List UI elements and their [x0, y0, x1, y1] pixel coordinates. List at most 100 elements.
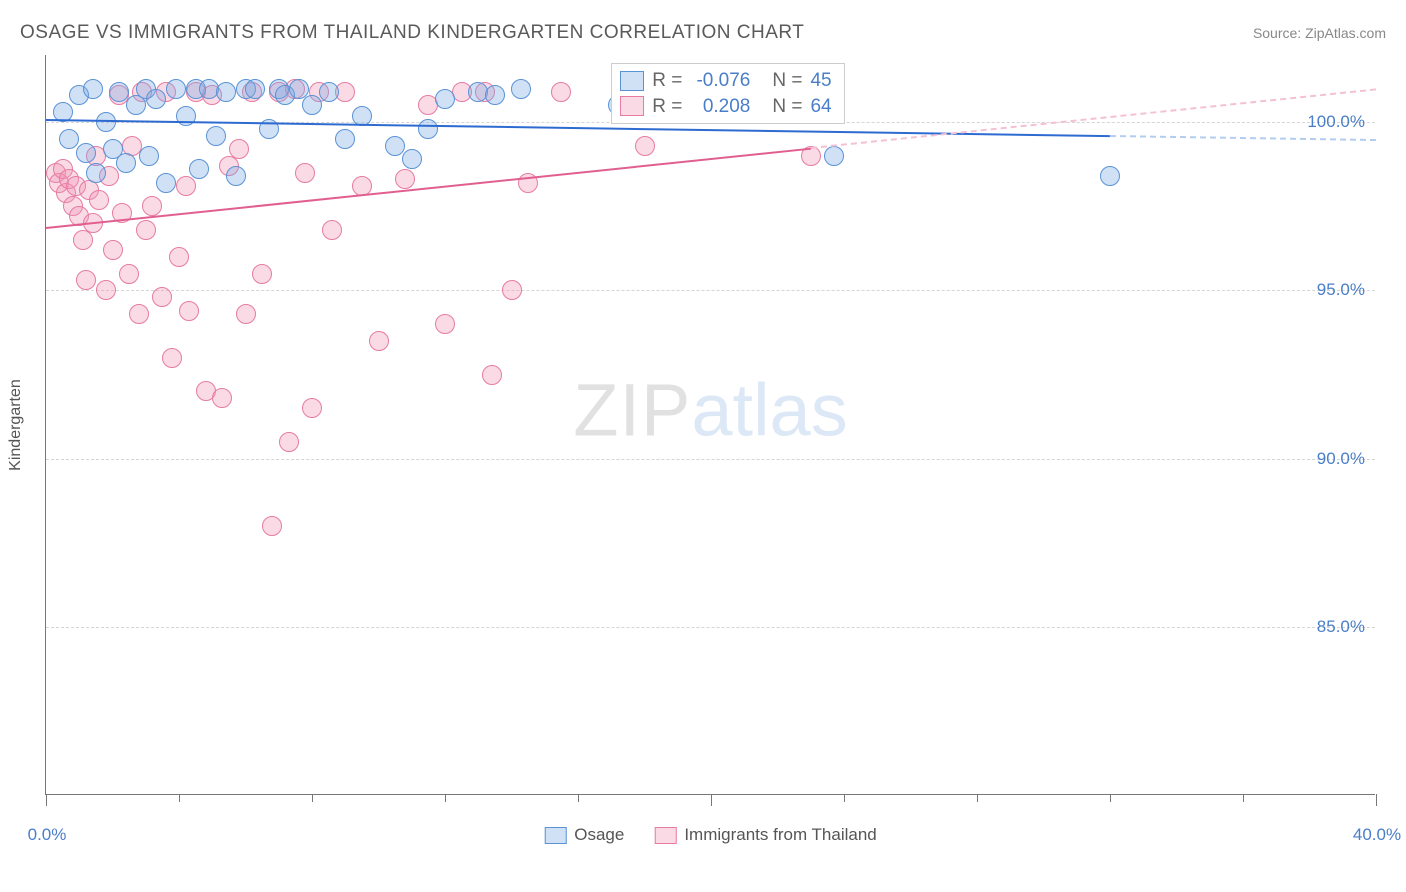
y-axis-title: Kindergarten	[7, 379, 25, 471]
legend-r-label: R =	[652, 68, 682, 94]
data-point-thailand	[152, 287, 172, 307]
legend-stats: R = -0.076 N = 45R = 0.208N = 64	[611, 63, 844, 124]
data-point-osage	[156, 173, 176, 193]
x-tick	[1376, 794, 1377, 806]
legend-series: Osage Immigrants from Thailand	[544, 825, 877, 845]
gridline-h	[46, 627, 1375, 628]
data-point-thailand	[236, 304, 256, 324]
data-point-osage	[166, 79, 186, 99]
legend-series-label: Immigrants from Thailand	[684, 825, 876, 845]
x-tick	[179, 794, 180, 802]
x-tick	[1110, 794, 1111, 802]
watermark: ZIPatlas	[573, 367, 847, 452]
data-point-osage	[76, 143, 96, 163]
data-point-osage	[189, 159, 209, 179]
data-point-thailand	[119, 264, 139, 284]
data-point-osage	[96, 112, 116, 132]
data-point-osage	[418, 119, 438, 139]
data-point-thailand	[76, 270, 96, 290]
legend-n-value: 45	[810, 68, 831, 94]
data-point-osage	[146, 89, 166, 109]
y-tick-label: 90.0%	[1317, 449, 1365, 469]
data-point-thailand	[435, 314, 455, 334]
data-point-thailand	[635, 136, 655, 156]
data-point-osage	[216, 82, 236, 102]
data-point-thailand	[129, 304, 149, 324]
data-point-thailand	[103, 240, 123, 260]
data-point-thailand	[142, 196, 162, 216]
data-point-osage	[335, 129, 355, 149]
data-point-thailand	[96, 280, 116, 300]
y-tick-label: 85.0%	[1317, 617, 1365, 637]
data-point-thailand	[502, 280, 522, 300]
legend-r-value: -0.076	[690, 68, 750, 94]
x-tick	[711, 794, 712, 806]
data-point-thailand	[176, 176, 196, 196]
legend-series-item: Osage	[544, 825, 624, 845]
y-tick-label: 95.0%	[1317, 280, 1365, 300]
y-tick-label: 100.0%	[1307, 112, 1365, 132]
data-point-osage	[289, 79, 309, 99]
legend-swatch	[544, 827, 566, 844]
trend-line	[811, 89, 1376, 150]
gridline-h	[46, 290, 1375, 291]
chart-title: OSAGE VS IMMIGRANTS FROM THAILAND KINDER…	[20, 22, 804, 44]
data-point-osage	[226, 166, 246, 186]
data-point-osage	[126, 95, 146, 115]
legend-stats-row: R = 0.208N = 64	[620, 94, 831, 120]
watermark-part1: ZIP	[573, 368, 691, 451]
x-tick	[977, 794, 978, 802]
x-tick	[1243, 794, 1244, 802]
data-point-thailand	[136, 220, 156, 240]
data-point-thailand	[279, 432, 299, 452]
data-point-thailand	[179, 301, 199, 321]
data-point-osage	[59, 129, 79, 149]
x-tick	[445, 794, 446, 802]
data-point-osage	[319, 82, 339, 102]
data-point-thailand	[262, 516, 282, 536]
data-point-osage	[302, 95, 322, 115]
legend-n-label: N =	[772, 94, 802, 120]
data-point-thailand	[369, 331, 389, 351]
data-point-thailand	[295, 163, 315, 183]
data-point-osage	[116, 153, 136, 173]
chart-header: OSAGE VS IMMIGRANTS FROM THAILAND KINDER…	[20, 22, 1386, 44]
data-point-thailand	[89, 190, 109, 210]
legend-swatch	[654, 827, 676, 844]
data-point-osage	[139, 146, 159, 166]
x-tick	[578, 794, 579, 802]
data-point-thailand	[162, 348, 182, 368]
gridline-h	[46, 459, 1375, 460]
plot-inner: Kindergarten ZIPatlas 100.0%95.0%90.0%85…	[45, 55, 1375, 795]
data-point-osage	[824, 146, 844, 166]
data-point-osage	[1100, 166, 1120, 186]
legend-r-label: R =	[652, 94, 682, 120]
data-point-osage	[402, 149, 422, 169]
data-point-osage	[352, 106, 372, 126]
x-tick	[844, 794, 845, 802]
x-tick	[46, 794, 47, 806]
data-point-osage	[385, 136, 405, 156]
plot-area: Kindergarten ZIPatlas 100.0%95.0%90.0%85…	[45, 55, 1375, 795]
legend-n-value: 64	[810, 94, 831, 120]
data-point-thailand	[322, 220, 342, 240]
x-tick-label: 40.0%	[1353, 825, 1401, 845]
data-point-thailand	[169, 247, 189, 267]
watermark-part2: atlas	[691, 368, 847, 451]
data-point-thailand	[551, 82, 571, 102]
data-point-thailand	[229, 139, 249, 159]
data-point-osage	[109, 82, 129, 102]
data-point-osage	[83, 79, 103, 99]
data-point-thailand	[212, 388, 232, 408]
data-point-thailand	[73, 230, 93, 250]
legend-series-item: Immigrants from Thailand	[654, 825, 876, 845]
data-point-osage	[86, 163, 106, 183]
data-point-osage	[245, 79, 265, 99]
trend-line	[1110, 135, 1376, 141]
data-point-thailand	[395, 169, 415, 189]
chart-source: Source: ZipAtlas.com	[1253, 25, 1386, 41]
legend-swatch	[620, 71, 644, 91]
data-point-osage	[435, 89, 455, 109]
data-point-thailand	[482, 365, 502, 385]
data-point-osage	[485, 85, 505, 105]
